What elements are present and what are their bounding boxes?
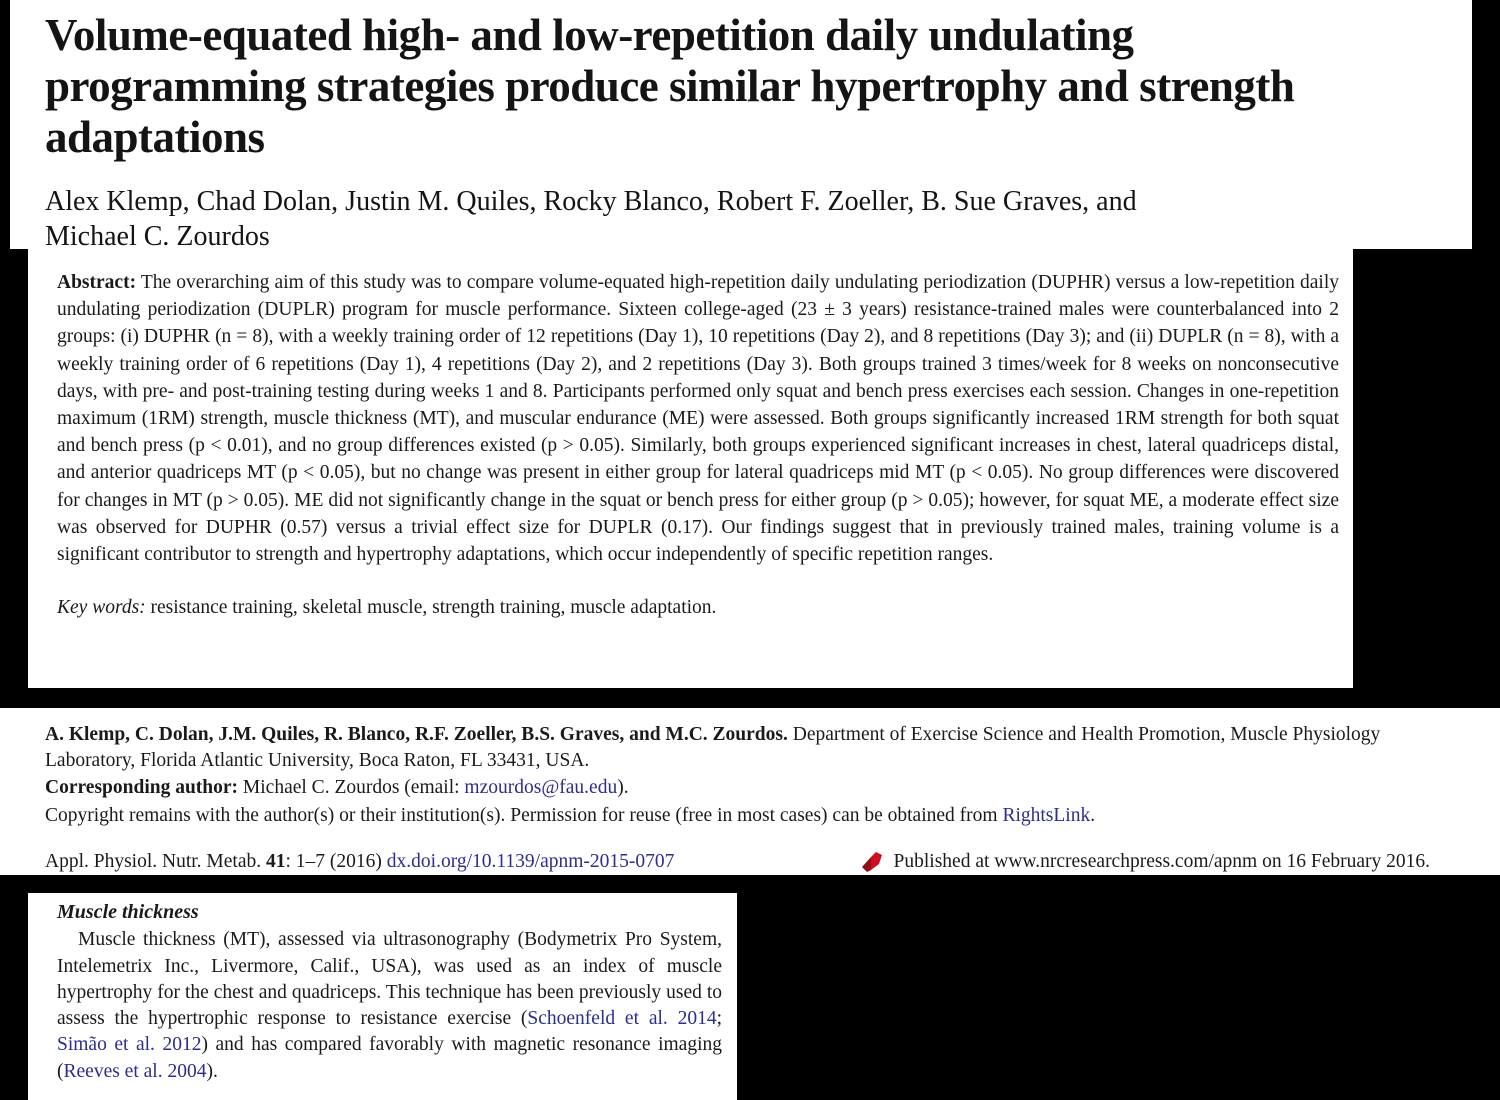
paper-authors: Alex Klemp, Chad Dolan, Justin M. Quiles… (45, 186, 1137, 252)
copyright-pre: Copyright remains with the author(s) or … (45, 805, 1003, 827)
affiliation-authors: A. Klemp, C. Dolan, J.M. Quiles, R. Blan… (45, 724, 788, 745)
maple-leaf-icon (861, 851, 882, 872)
copyright-post: . (1090, 805, 1096, 827)
muscle-thickness-heading: Muscle thickness (57, 901, 199, 923)
affiliation-rest: Department of Exercise Science and Healt… (45, 724, 1381, 771)
abstract-body: The overarching aim of this study was to… (57, 272, 1339, 566)
corresponding-post: ). (617, 777, 629, 799)
paper-title: Volume-equated high- and low-repetition … (45, 10, 1295, 162)
citation-pages: : 1–7 (2016) (285, 850, 387, 872)
abstract-block: Abstract: The overarching aim of this st… (28, 249, 1353, 688)
corresponding-author-line: Corresponding author: Michael C. Zourdos… (45, 775, 1440, 801)
publisher-note: Published at www.nrcresearchpress.com/ap… (861, 849, 1440, 875)
section-para-post: ). (206, 1060, 218, 1082)
section-para-mid: ) and has compared favorably with magnet… (57, 1034, 722, 1082)
affiliation-line: A. Klemp, C. Dolan, J.M. Quiles, R. Blan… (45, 722, 1440, 773)
keywords-text: resistance training, skeletal muscle, st… (145, 597, 717, 619)
rightslink-link[interactable]: RightsLink (1002, 805, 1091, 827)
abstract-paragraph: Abstract: The overarching aim of this st… (57, 269, 1339, 568)
keywords-line: Key words: resistance training, skeletal… (57, 594, 1339, 621)
muscle-thickness-paragraph: Muscle thickness (MT), assessed via ultr… (57, 927, 722, 1085)
citation-link-simao[interactable]: Simão et al. 2012 (57, 1034, 202, 1056)
footer-band: A. Klemp, C. Dolan, J.M. Quiles, R. Blan… (0, 708, 1500, 875)
copyright-line: Copyright remains with the author(s) or … (45, 803, 1440, 829)
keywords-label: Key words: (57, 597, 146, 619)
citation-row: Appl. Physiol. Nutr. Metab. 41: 1–7 (201… (45, 849, 1440, 875)
email-link[interactable]: mzourdos@fau.edu (464, 777, 618, 799)
citation-link-schoenfeld[interactable]: Schoenfeld et al. 2014 (527, 1008, 717, 1030)
section-para-pre: Muscle thickness (MT), assessed via ultr… (57, 929, 722, 1030)
corresponding-pre: Michael C. Zourdos (email: (238, 777, 465, 799)
citation-link-reeves[interactable]: Reeves et al. 2004 (63, 1060, 207, 1082)
abstract-label: Abstract: (57, 272, 137, 293)
section-sep1: ; (716, 1008, 722, 1030)
published-note: Published at www.nrcresearchpress.com/ap… (893, 850, 1430, 872)
citation-journal: Appl. Physiol. Nutr. Metab. (45, 850, 267, 872)
doi-link[interactable]: dx.doi.org/10.1139/apnm-2015-0707 (386, 850, 675, 872)
corresponding-label: Corresponding author: (45, 777, 239, 799)
muscle-thickness-block: Muscle thickness Muscle thickness (MT), … (28, 893, 737, 1100)
citation-volume: 41 (266, 850, 286, 872)
journal-citation: Appl. Physiol. Nutr. Metab. 41: 1–7 (201… (45, 849, 674, 875)
title-block: Volume-equated high- and low-repetition … (10, 0, 1472, 252)
